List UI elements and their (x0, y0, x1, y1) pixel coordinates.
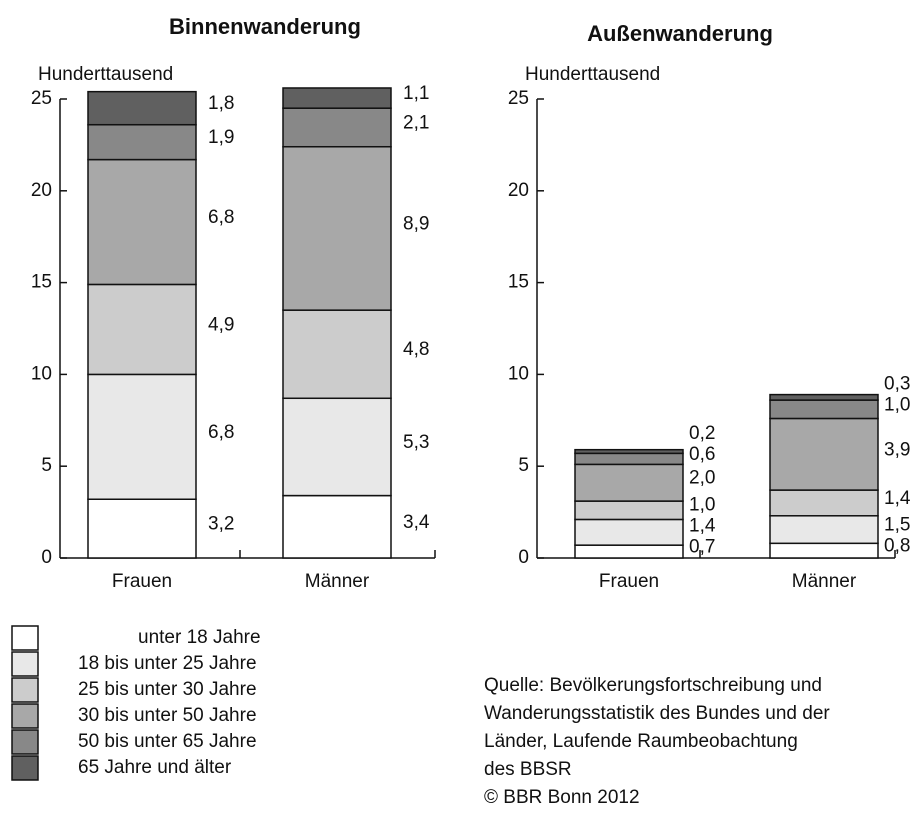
data-label: 1,1 (403, 83, 429, 104)
legend-label: 18 bis unter 25 Jahre (78, 653, 257, 674)
y-tick-label: 10 (508, 363, 529, 384)
bar-segment (769, 393, 879, 401)
bar-segment (769, 515, 879, 545)
data-label: 2,0 (689, 468, 715, 489)
bar-segment (574, 518, 684, 546)
bar-segment (769, 399, 879, 420)
y-tick-label: 20 (31, 180, 52, 201)
legend-swatch (11, 755, 39, 781)
legend-label: 65 Jahre und älter (78, 757, 232, 778)
y-tick-label: 20 (508, 180, 529, 201)
x-tick-label: Frauen (599, 571, 659, 592)
legend-label: 30 bis unter 50 Jahre (78, 705, 257, 726)
data-label: 4,8 (403, 339, 429, 360)
y-tick-label: 25 (31, 88, 52, 109)
x-tick-label: Frauen (112, 571, 172, 592)
bar-segment (574, 452, 684, 466)
data-label: 3,4 (403, 512, 430, 533)
bar-segment (574, 463, 684, 502)
bar-segment (87, 373, 197, 500)
source-line: Wanderungsstatistik des Bundes und der (484, 703, 830, 724)
bar-segment (769, 542, 879, 559)
data-label: 6,8 (208, 422, 234, 443)
legend-swatch (11, 651, 39, 677)
y-tick-label: 15 (31, 272, 52, 293)
y-tick-label: 5 (518, 455, 529, 476)
x-tick-label: Männer (305, 571, 370, 592)
data-label: 1,0 (884, 394, 910, 415)
bar-segment (282, 309, 392, 400)
source-line: Quelle: Bevölkerungsfortschreibung und (484, 675, 822, 696)
data-label: 1,5 (884, 515, 910, 536)
data-label: 6,8 (208, 207, 234, 228)
y-tick-label: 5 (41, 455, 52, 476)
bar-segment (87, 123, 197, 161)
source-line: © BBR Bonn 2012 (484, 787, 640, 808)
legend-label: unter 18 Jahre (138, 627, 261, 648)
legend-swatch (11, 729, 39, 755)
bar-segment (87, 283, 197, 376)
data-label: 0,3 (884, 373, 910, 394)
data-label: 0,2 (689, 423, 715, 444)
y-tick-label: 15 (508, 272, 529, 293)
legend-swatch (11, 625, 39, 651)
data-label: 1,9 (208, 127, 234, 148)
data-label: 3,2 (208, 514, 234, 535)
data-label: 1,4 (884, 488, 911, 509)
data-label: 0,8 (884, 536, 910, 557)
y-tick-label: 10 (31, 363, 52, 384)
legend-swatch (11, 677, 39, 703)
data-label: 0,7 (689, 537, 715, 558)
source-line: des BBSR (484, 759, 572, 780)
legend-label: 50 bis unter 65 Jahre (78, 731, 257, 752)
chart-title: Binnenwanderung (169, 14, 361, 39)
legend-label: 25 bis unter 30 Jahre (78, 679, 257, 700)
bar-segment (87, 498, 197, 559)
y-tick-label: 25 (508, 88, 529, 109)
legend-swatch (11, 703, 39, 729)
bar-segment (574, 448, 684, 455)
data-label: 1,8 (208, 93, 234, 114)
axis-label: Hunderttausend (525, 64, 660, 85)
bar-segment (282, 494, 392, 559)
data-label: 3,9 (884, 439, 910, 460)
source-line: Länder, Laufende Raumbeobachtung (484, 731, 798, 752)
bar-segment (574, 500, 684, 521)
chart-title: Außenwanderung (587, 21, 773, 46)
bar-segment (282, 107, 392, 148)
y-tick-label: 0 (41, 547, 52, 568)
bar-segment (574, 544, 684, 559)
bar-segment (87, 90, 197, 126)
data-label: 4,9 (208, 314, 234, 335)
bar-segment (282, 87, 392, 109)
data-label: 5,3 (403, 432, 429, 453)
bar-segment (282, 145, 392, 311)
bar-segment (769, 489, 879, 517)
bar-segment (282, 397, 392, 497)
data-label: 2,1 (403, 112, 429, 133)
data-label: 8,9 (403, 213, 429, 234)
data-label: 1,0 (689, 495, 715, 516)
data-label: 0,6 (689, 444, 715, 465)
bar-segment (769, 417, 879, 491)
x-tick-label: Männer (792, 571, 857, 592)
bar-segment (87, 158, 197, 286)
y-tick-label: 0 (518, 547, 529, 568)
data-label: 1,4 (689, 516, 716, 537)
axis-label: Hunderttausend (38, 64, 173, 85)
